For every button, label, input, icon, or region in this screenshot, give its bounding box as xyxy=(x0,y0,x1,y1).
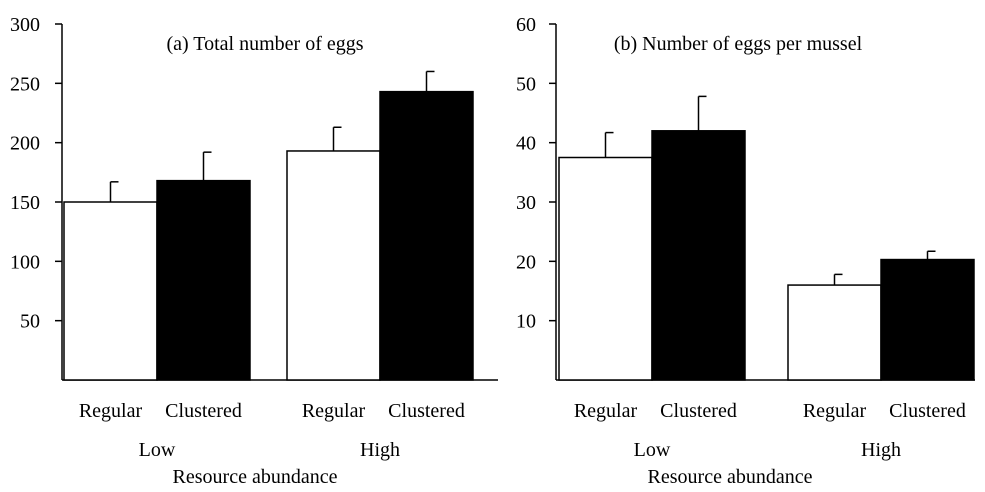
category-label: Regular xyxy=(302,400,366,422)
y-tick-label: 30 xyxy=(516,192,536,214)
chart-b-xlabel: Resource abundance xyxy=(648,466,813,488)
category-label: Regular xyxy=(574,400,638,422)
y-tick-label: 300 xyxy=(10,14,40,36)
y-tick-label: 250 xyxy=(10,73,40,95)
chart-a-title: (a) Total number of eggs xyxy=(166,33,363,55)
group-label: High xyxy=(360,439,400,461)
y-tick-label: 50 xyxy=(20,311,40,333)
category-label: Clustered xyxy=(889,400,966,422)
bar xyxy=(157,181,250,380)
y-tick-label: 60 xyxy=(516,14,536,36)
bar xyxy=(652,131,745,380)
group-label: Low xyxy=(634,439,671,461)
group-label: High xyxy=(861,439,901,461)
y-tick-label: 200 xyxy=(10,133,40,155)
y-tick-label: 40 xyxy=(516,133,536,155)
bar xyxy=(881,260,974,380)
category-label: Clustered xyxy=(660,400,737,422)
y-tick-label: 10 xyxy=(516,311,536,333)
y-tick-label: 150 xyxy=(10,192,40,214)
chart-a-xlabel: Resource abundance xyxy=(173,466,338,488)
category-label: Clustered xyxy=(388,400,465,422)
category-label: Regular xyxy=(803,400,867,422)
bar xyxy=(559,158,652,381)
group-label: Low xyxy=(139,439,176,461)
bar xyxy=(380,92,473,380)
y-tick-label: 100 xyxy=(10,251,40,273)
y-tick-label: 50 xyxy=(516,73,536,95)
bar xyxy=(788,285,881,380)
category-label: Clustered xyxy=(165,400,242,422)
y-tick-label: 20 xyxy=(516,251,536,273)
bar xyxy=(287,151,380,380)
category-label: Regular xyxy=(79,400,143,422)
bar xyxy=(64,202,157,380)
chart-b-title: (b) Number of eggs per mussel xyxy=(614,33,863,55)
